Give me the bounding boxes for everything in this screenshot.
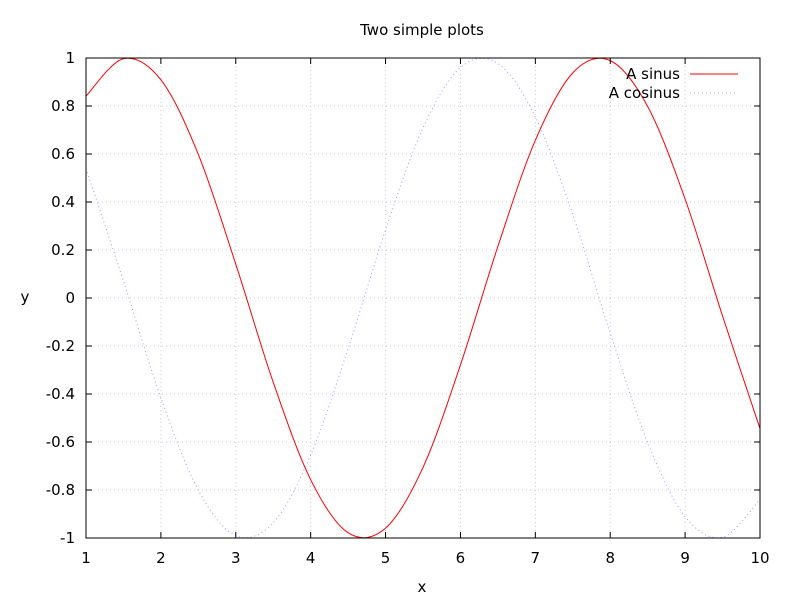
x-tick-label: 5 [381,549,391,567]
tick-labels: 1 2 3 4 5 6 7 8 9 10 -1 -0.8 -0.6 -0.4 -0.2 0 0.2 0.4 0.6 0… [46,49,770,567]
x-tick-label: 7 [531,549,541,567]
y-tick-label: -0.4 [46,385,75,403]
y-tick-label: 0.6 [51,145,75,163]
y-tick-label: 1 [65,49,75,67]
y-tick-label: 0.8 [51,97,75,115]
legend-label-a-cosinus: A cosinus [609,84,680,102]
ticks [85,57,761,539]
y-tick-label: -1 [60,529,75,547]
y-tick-label: 0.2 [51,241,75,259]
x-tick-label: 4 [306,549,316,567]
series-line-a-sinus [85,57,761,539]
x-tick-label: 1 [81,549,91,567]
x-tick-label: 2 [156,549,166,567]
x-tick-label: 6 [456,549,466,567]
chart-title: Two simple plots [359,21,484,39]
x-tick-label: 9 [680,549,690,567]
y-tick-label: 0 [65,289,75,307]
y-tick-label: -0.6 [46,433,75,451]
x-tick-label: 3 [231,549,241,567]
x-tick-label: 8 [605,549,615,567]
series-line-a-cosinus [85,57,761,539]
x-axis-label: x [418,578,427,596]
y-axis-label: y [21,288,30,306]
x-tick-label: 10 [750,549,769,567]
y-tick-label: -0.2 [46,337,75,355]
y-tick-label: -0.8 [46,481,75,499]
series-layer [85,57,761,539]
y-tick-label: 0.4 [51,193,75,211]
legend-label-a-sinus: A sinus [626,65,680,83]
